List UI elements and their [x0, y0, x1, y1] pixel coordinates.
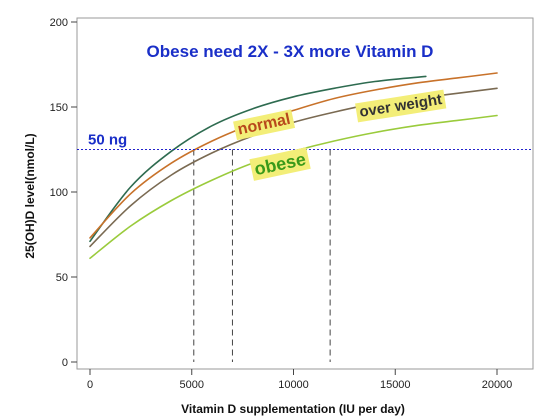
series-label-highlight [233, 109, 296, 141]
x-tick-label: 10000 [278, 379, 309, 391]
y-tick-label: 100 [50, 187, 68, 199]
x-axis: 0 5000 10000 15000 20000 [87, 369, 512, 391]
x-tick-label: 20000 [482, 379, 513, 391]
x-tick-label: 5000 [180, 379, 204, 391]
series-label-highlight [249, 147, 311, 181]
series-line [89, 72, 498, 239]
plot-area-frame [76, 17, 534, 370]
y-axis: 0 50 100 150 200 [50, 17, 77, 369]
y-tick-label: 50 [56, 272, 68, 284]
crossing-drop-lines [193, 149, 331, 362]
y-tick-label: 200 [50, 17, 68, 29]
x-tick-label: 15000 [380, 379, 411, 391]
y-axis-title: 25(OH)D level(nmol/L) [23, 133, 37, 258]
reference-line-label: 50 ng [88, 132, 127, 149]
x-tick-label: 0 [87, 379, 93, 391]
chart-title: Obese need 2X - 3X more Vitamin D [147, 42, 434, 61]
x-axis-title: Vitamin D supplementation (IU per day) [181, 402, 405, 416]
y-tick-label: 0 [62, 357, 68, 369]
series-label-highlight [355, 89, 447, 123]
series-line [89, 75, 427, 243]
y-tick-label: 150 [50, 102, 68, 114]
